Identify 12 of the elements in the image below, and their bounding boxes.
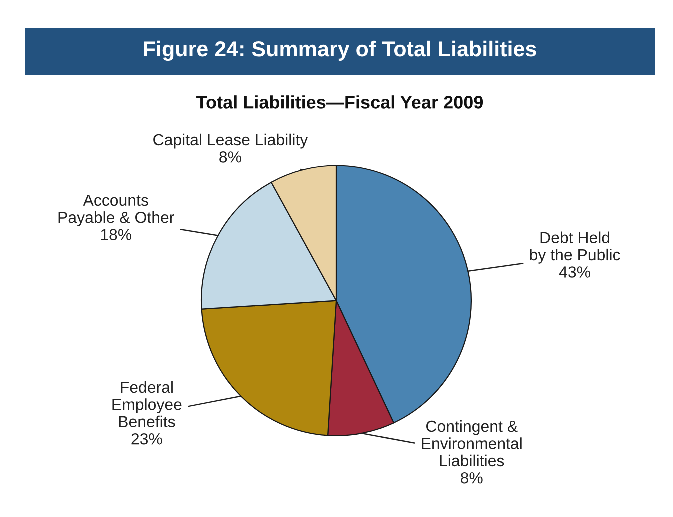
slice-label: Debt Held by the Public [530, 232, 620, 264]
data-label: 8% [220, 152, 242, 163]
data-label: 18% [101, 229, 132, 240]
chart-title: Figure 24: Summary of Total Liabilities [144, 40, 536, 62]
data-label: 23% [132, 433, 162, 445]
data-label: 8% [461, 472, 483, 484]
chart-subtitle: Total Liabilities—Fiscal Year 2009 [196, 96, 484, 109]
data-label: 43% [559, 266, 590, 278]
slice-label: Contingent & Environmental Liabilities [422, 420, 522, 467]
slice-label: Capital Lease Liability [154, 134, 308, 149]
slice-label: Accounts Payable & Other [58, 194, 174, 226]
slice-label: Federal Employee Benefits [112, 381, 182, 428]
